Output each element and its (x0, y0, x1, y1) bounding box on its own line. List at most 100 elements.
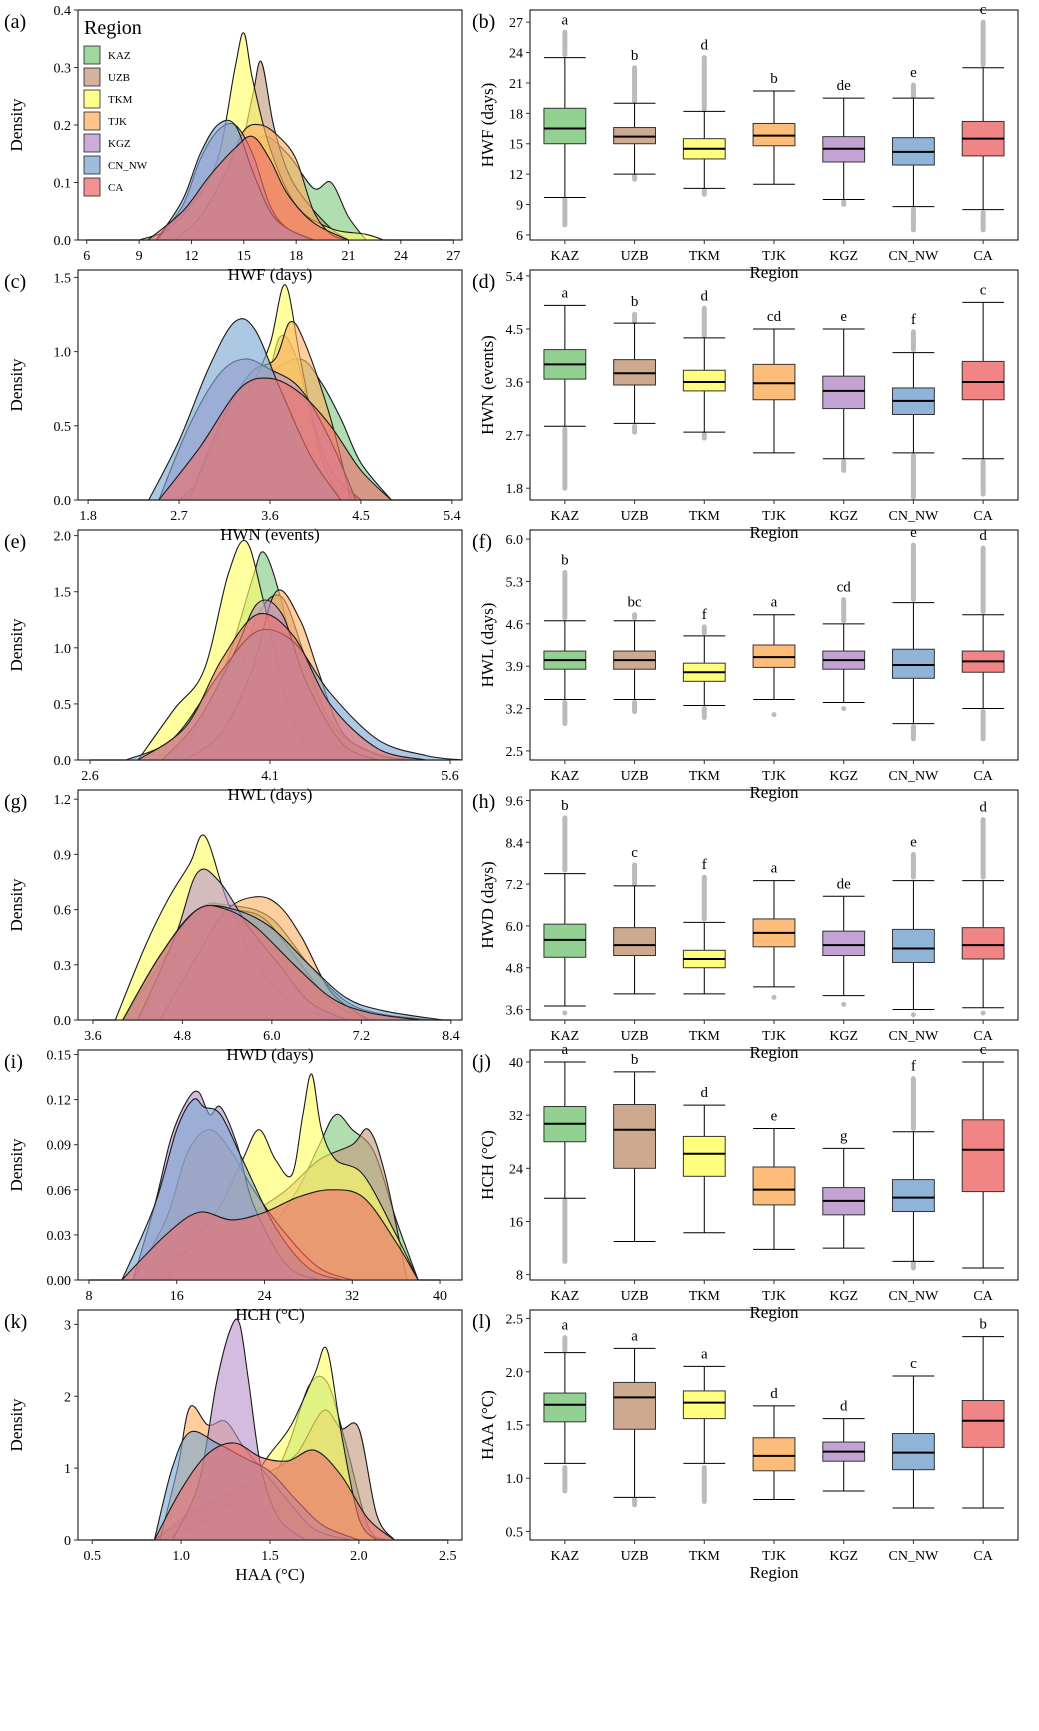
box-ca: b CA (961, 1317, 1005, 1564)
panel-letter: (a) (4, 11, 26, 33)
box-uzb: b UZB (613, 48, 656, 264)
box-cn-nw: c CN_NW (889, 1356, 940, 1564)
x-axis-label: Region (749, 783, 799, 802)
x-axis-label: Region (749, 263, 799, 282)
x-tick-label: CN_NW (889, 1029, 940, 1044)
x-tick-label: 4.5 (352, 509, 370, 524)
legend-swatch-ca (83, 177, 101, 197)
x-tick-label: 6 (83, 249, 90, 264)
significance-letter: e (840, 309, 847, 325)
x-tick-label: 4.8 (174, 1029, 192, 1044)
significance-letter: a (562, 1318, 569, 1334)
panel-letter: (e) (4, 531, 26, 553)
legend-swatch-kaz (83, 45, 101, 65)
y-tick-label: 21 (509, 77, 523, 92)
x-tick-label: 2.5 (439, 1549, 457, 1564)
y-tick-label: 4.5 (506, 323, 524, 338)
box-body (613, 1104, 656, 1169)
x-tick-label: 2.7 (170, 509, 188, 524)
boxplot-panel-l: (l) 0.5 1.0 1.5 2.0 2.5 HAA (°C) a KAZ a UZB a TKM d T… (472, 1309, 1019, 1582)
y-tick-label: 1.5 (54, 586, 72, 601)
y-tick-label: 2.0 (54, 530, 72, 545)
significance-letter: c (980, 1042, 987, 1058)
significance-letter: b (631, 294, 639, 310)
legend-swatch-cn-nw (83, 155, 101, 175)
legend-swatch-tkm (83, 89, 101, 109)
x-axis-label: HCH (°C) (235, 1305, 305, 1324)
y-tick-label: 1.2 (54, 793, 72, 808)
y-tick-label: 0.3 (54, 959, 72, 974)
box-ca: c CA (961, 282, 1005, 524)
x-tick-label: TJK (762, 1289, 786, 1304)
y-tick-label: 0.09 (47, 1139, 72, 1154)
y-tick-label: 27 (509, 16, 523, 31)
y-tick-label: 2 (64, 1390, 71, 1405)
x-tick-label: KAZ (550, 1289, 579, 1304)
x-tick-label: TJK (762, 249, 786, 264)
density-area-ca (120, 1189, 420, 1281)
y-axis-label: HAA (°C) (478, 1390, 497, 1460)
x-tick-label: 5.6 (441, 769, 459, 784)
y-axis-label: HWN (events) (478, 335, 497, 435)
legend-swatch-tjk (83, 111, 101, 131)
significance-letter: b (631, 48, 639, 64)
x-tick-label: 18 (289, 249, 303, 264)
significance-letter: a (562, 12, 569, 28)
y-tick-label: 1.0 (506, 1472, 524, 1487)
legend: Region KAZ UZB TKM TJK KGZ CN_NW CA (83, 17, 148, 197)
significance-letter: b (770, 71, 778, 87)
box-kaz: a KAZ (543, 1042, 587, 1304)
box-body (613, 927, 656, 957)
box-body (892, 648, 935, 679)
density-panel-g: (g) 0.0 0.3 0.6 0.9 1.2 Density 3.6 4.8 6.0 7.2 8.4… (4, 789, 463, 1064)
x-tick-label: CA (973, 249, 993, 264)
x-tick-label: 0.5 (83, 1549, 101, 1564)
significance-letter: d (979, 800, 987, 816)
y-tick-label: 1.0 (54, 642, 72, 657)
x-axis-label: HWL (days) (228, 785, 313, 804)
x-tick-label: 1.5 (261, 1549, 279, 1564)
y-tick-label: 0.9 (54, 848, 72, 863)
significance-letter: g (840, 1128, 848, 1144)
x-axis-label: HAA (°C) (235, 1565, 305, 1584)
box-kgz: g KGZ (822, 1128, 866, 1304)
y-tick-label: 24 (509, 47, 523, 62)
y-axis-label: Density (7, 618, 26, 671)
y-tick-label: 4.6 (506, 618, 524, 633)
panel-letter: (h) (472, 791, 495, 813)
y-axis-label: Density (7, 878, 26, 931)
legend-swatch-kgz (83, 133, 101, 153)
x-tick-label: 6.0 (263, 1029, 281, 1044)
box-tjk: a TJK (752, 595, 796, 784)
box-uzb: b UZB (613, 294, 656, 524)
panel-letter: (g) (4, 791, 27, 813)
significance-letter: f (702, 607, 707, 623)
significance-letter: d (840, 1399, 848, 1415)
y-tick-label: 2.0 (506, 1366, 524, 1381)
legend-label: KGZ (108, 138, 131, 150)
box-tjk: e TJK (752, 1108, 796, 1304)
box-tkm: a TKM (682, 1346, 726, 1564)
x-tick-label: KGZ (829, 1549, 858, 1564)
y-tick-label: 0.6 (54, 904, 72, 919)
significance-letter: a (771, 595, 778, 611)
y-tick-label: 1.8 (506, 482, 524, 497)
y-axis-label: HCH (°C) (478, 1130, 497, 1200)
box-body (613, 127, 656, 145)
significance-letter: e (910, 834, 917, 850)
y-tick-label: 0.5 (506, 1525, 524, 1540)
x-tick-label: TJK (762, 769, 786, 784)
x-tick-label: TJK (762, 509, 786, 524)
x-tick-label: KGZ (829, 769, 858, 784)
y-axis-label: Density (7, 358, 26, 411)
boxplot-panel-j: (j) 8 16 24 32 40 HCH (°C) a KAZ b UZB d TKM e TJK g KGZ… (472, 1042, 1019, 1322)
box-cn-nw: f CN_NW (889, 312, 940, 524)
significance-letter: d (770, 1386, 778, 1402)
box-tkm: d TKM (682, 38, 726, 264)
legend-label: CN_NW (108, 160, 148, 172)
box-body (892, 928, 935, 963)
y-tick-label: 6 (516, 229, 523, 244)
box-ca: d CA (961, 800, 1005, 1044)
x-tick-label: 5.4 (443, 509, 461, 524)
y-tick-label: 0.0 (54, 754, 72, 769)
